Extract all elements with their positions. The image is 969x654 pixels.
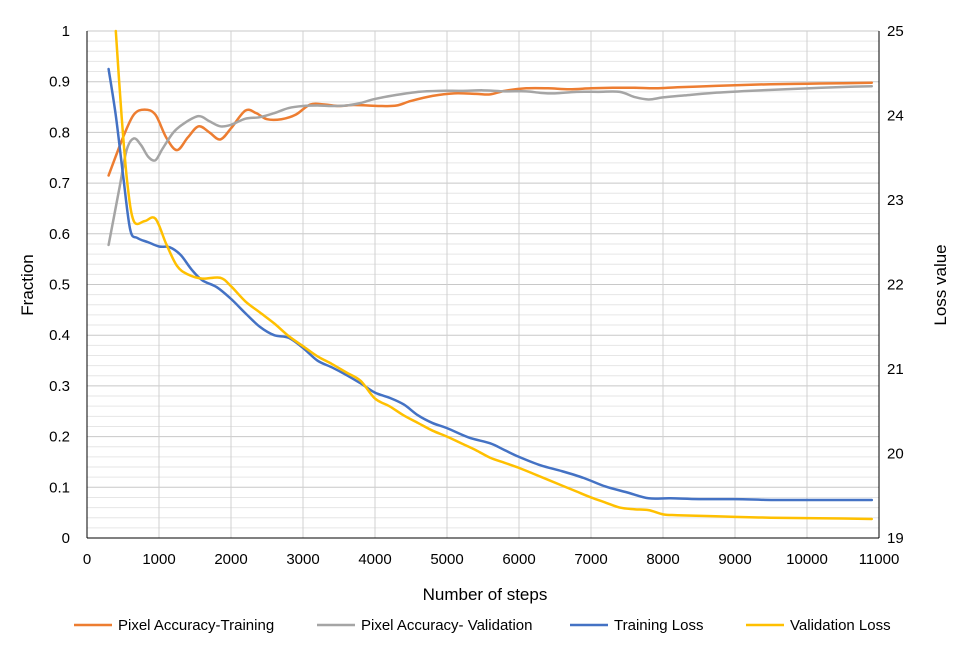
y-left-tick-label: 0.4 xyxy=(49,327,70,344)
x-tick-label: 6000 xyxy=(502,551,535,568)
legend-label: Training Loss xyxy=(614,617,704,634)
x-tick-label: 0 xyxy=(83,551,91,568)
y-right-tick-label: 21 xyxy=(887,361,904,378)
y-left-tick-label: 0.9 xyxy=(49,74,70,91)
legend-item-pixel-accuracy-validation: Pixel Accuracy- Validation xyxy=(317,617,532,634)
x-tick-label: 2000 xyxy=(214,551,247,568)
y-left-tick-label: 1 xyxy=(62,23,70,40)
x-tick-label: 8000 xyxy=(646,551,679,568)
gridlines xyxy=(87,30,880,538)
legend-item-training-loss: Training Loss xyxy=(570,617,704,634)
x-axis-title: Number of steps xyxy=(423,585,548,604)
y-left-tick-label: 0.3 xyxy=(49,378,70,395)
series-line-training-loss xyxy=(107,67,874,502)
legend-label: Pixel Accuracy- Validation xyxy=(361,617,532,634)
y-right-tick-label: 23 xyxy=(887,192,904,209)
y-left-tick-label: 0.1 xyxy=(49,479,70,496)
y-right-tick-label: 20 xyxy=(887,446,904,463)
y-left-tick-label: 0.7 xyxy=(49,175,70,192)
y-right-tick-label: 19 xyxy=(887,530,904,547)
x-tick-label: 1000 xyxy=(142,551,175,568)
y-right-tick-label: 24 xyxy=(887,108,904,125)
y-left-tick-label: 0 xyxy=(62,530,70,547)
legend: Pixel Accuracy-Training Pixel Accuracy- V… xyxy=(74,617,891,634)
y-left-tick-label: 0.8 xyxy=(49,124,70,141)
y-left-tick-label: 0.2 xyxy=(49,429,70,446)
x-tick-label: 4000 xyxy=(358,551,391,568)
x-tick-label: 5000 xyxy=(430,551,463,568)
axes xyxy=(86,31,880,539)
legend-item-pixel-accuracy-training: Pixel Accuracy-Training xyxy=(74,617,274,634)
y-axis-right-title: Loss value xyxy=(931,244,950,325)
series-lines xyxy=(107,29,874,521)
x-tick-label: 10000 xyxy=(786,551,828,568)
y-left-tick-label: 0.6 xyxy=(49,226,70,243)
legend-item-validation-loss: Validation Loss xyxy=(746,617,891,634)
x-tick-label: 7000 xyxy=(574,551,607,568)
series-line-validation-loss xyxy=(114,29,874,521)
y-axis-left-title: Fraction xyxy=(18,254,37,315)
x-tick-label: 9000 xyxy=(718,551,751,568)
x-tick-label: 3000 xyxy=(286,551,319,568)
legend-label: Validation Loss xyxy=(790,617,891,634)
legend-label: Pixel Accuracy-Training xyxy=(118,617,274,634)
y-right-tick-label: 25 xyxy=(887,23,904,40)
y-right-tick-label: 22 xyxy=(887,277,904,294)
tick-labels: 0 1000 2000 3000 4000 5000 6000 7000 8000 9000 100… xyxy=(49,23,904,568)
series-line-pixel-accuracy-training xyxy=(107,81,874,177)
x-tick-label: 11000 xyxy=(859,551,900,568)
series-line-pixel-accuracy-validation xyxy=(107,85,874,247)
y-left-tick-label: 0.5 xyxy=(49,277,70,294)
